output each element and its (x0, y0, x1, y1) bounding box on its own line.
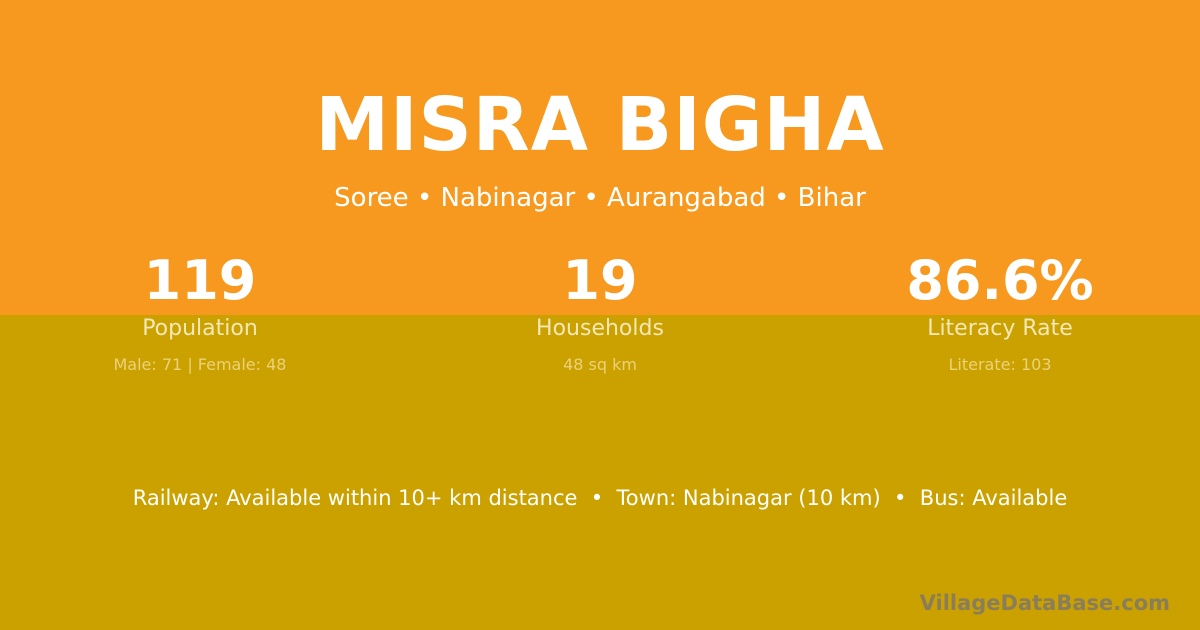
stat-detail: 48 sq km (563, 355, 637, 374)
footer-band (0, 315, 1200, 630)
stat-detail: Male: 71 | Female: 48 (113, 355, 287, 374)
stat-label: Households (536, 316, 664, 341)
village-title: MISRA BIGHA (315, 82, 885, 168)
stat-value: 86.6% (906, 249, 1094, 312)
stat-population: 119 Population Male: 71 | Female: 48 (0, 249, 400, 375)
stat-label: Literacy Rate (927, 316, 1073, 341)
location-breadcrumb: Soree • Nabinagar • Aurangabad • Bihar (334, 183, 866, 213)
stat-value: 119 (143, 249, 257, 312)
brand-watermark: VillageDataBase.com (919, 591, 1170, 615)
connectivity-facts: Railway: Available within 10+ km distanc… (132, 486, 1068, 510)
stat-literacy: 86.6% Literacy Rate Literate: 103 (800, 249, 1200, 375)
stat-label: Population (142, 316, 258, 341)
header-band (0, 0, 1200, 315)
stat-detail: Literate: 103 (948, 355, 1052, 374)
stat-value: 19 (562, 249, 638, 312)
stat-households: 19 Households 48 sq km (400, 249, 800, 375)
